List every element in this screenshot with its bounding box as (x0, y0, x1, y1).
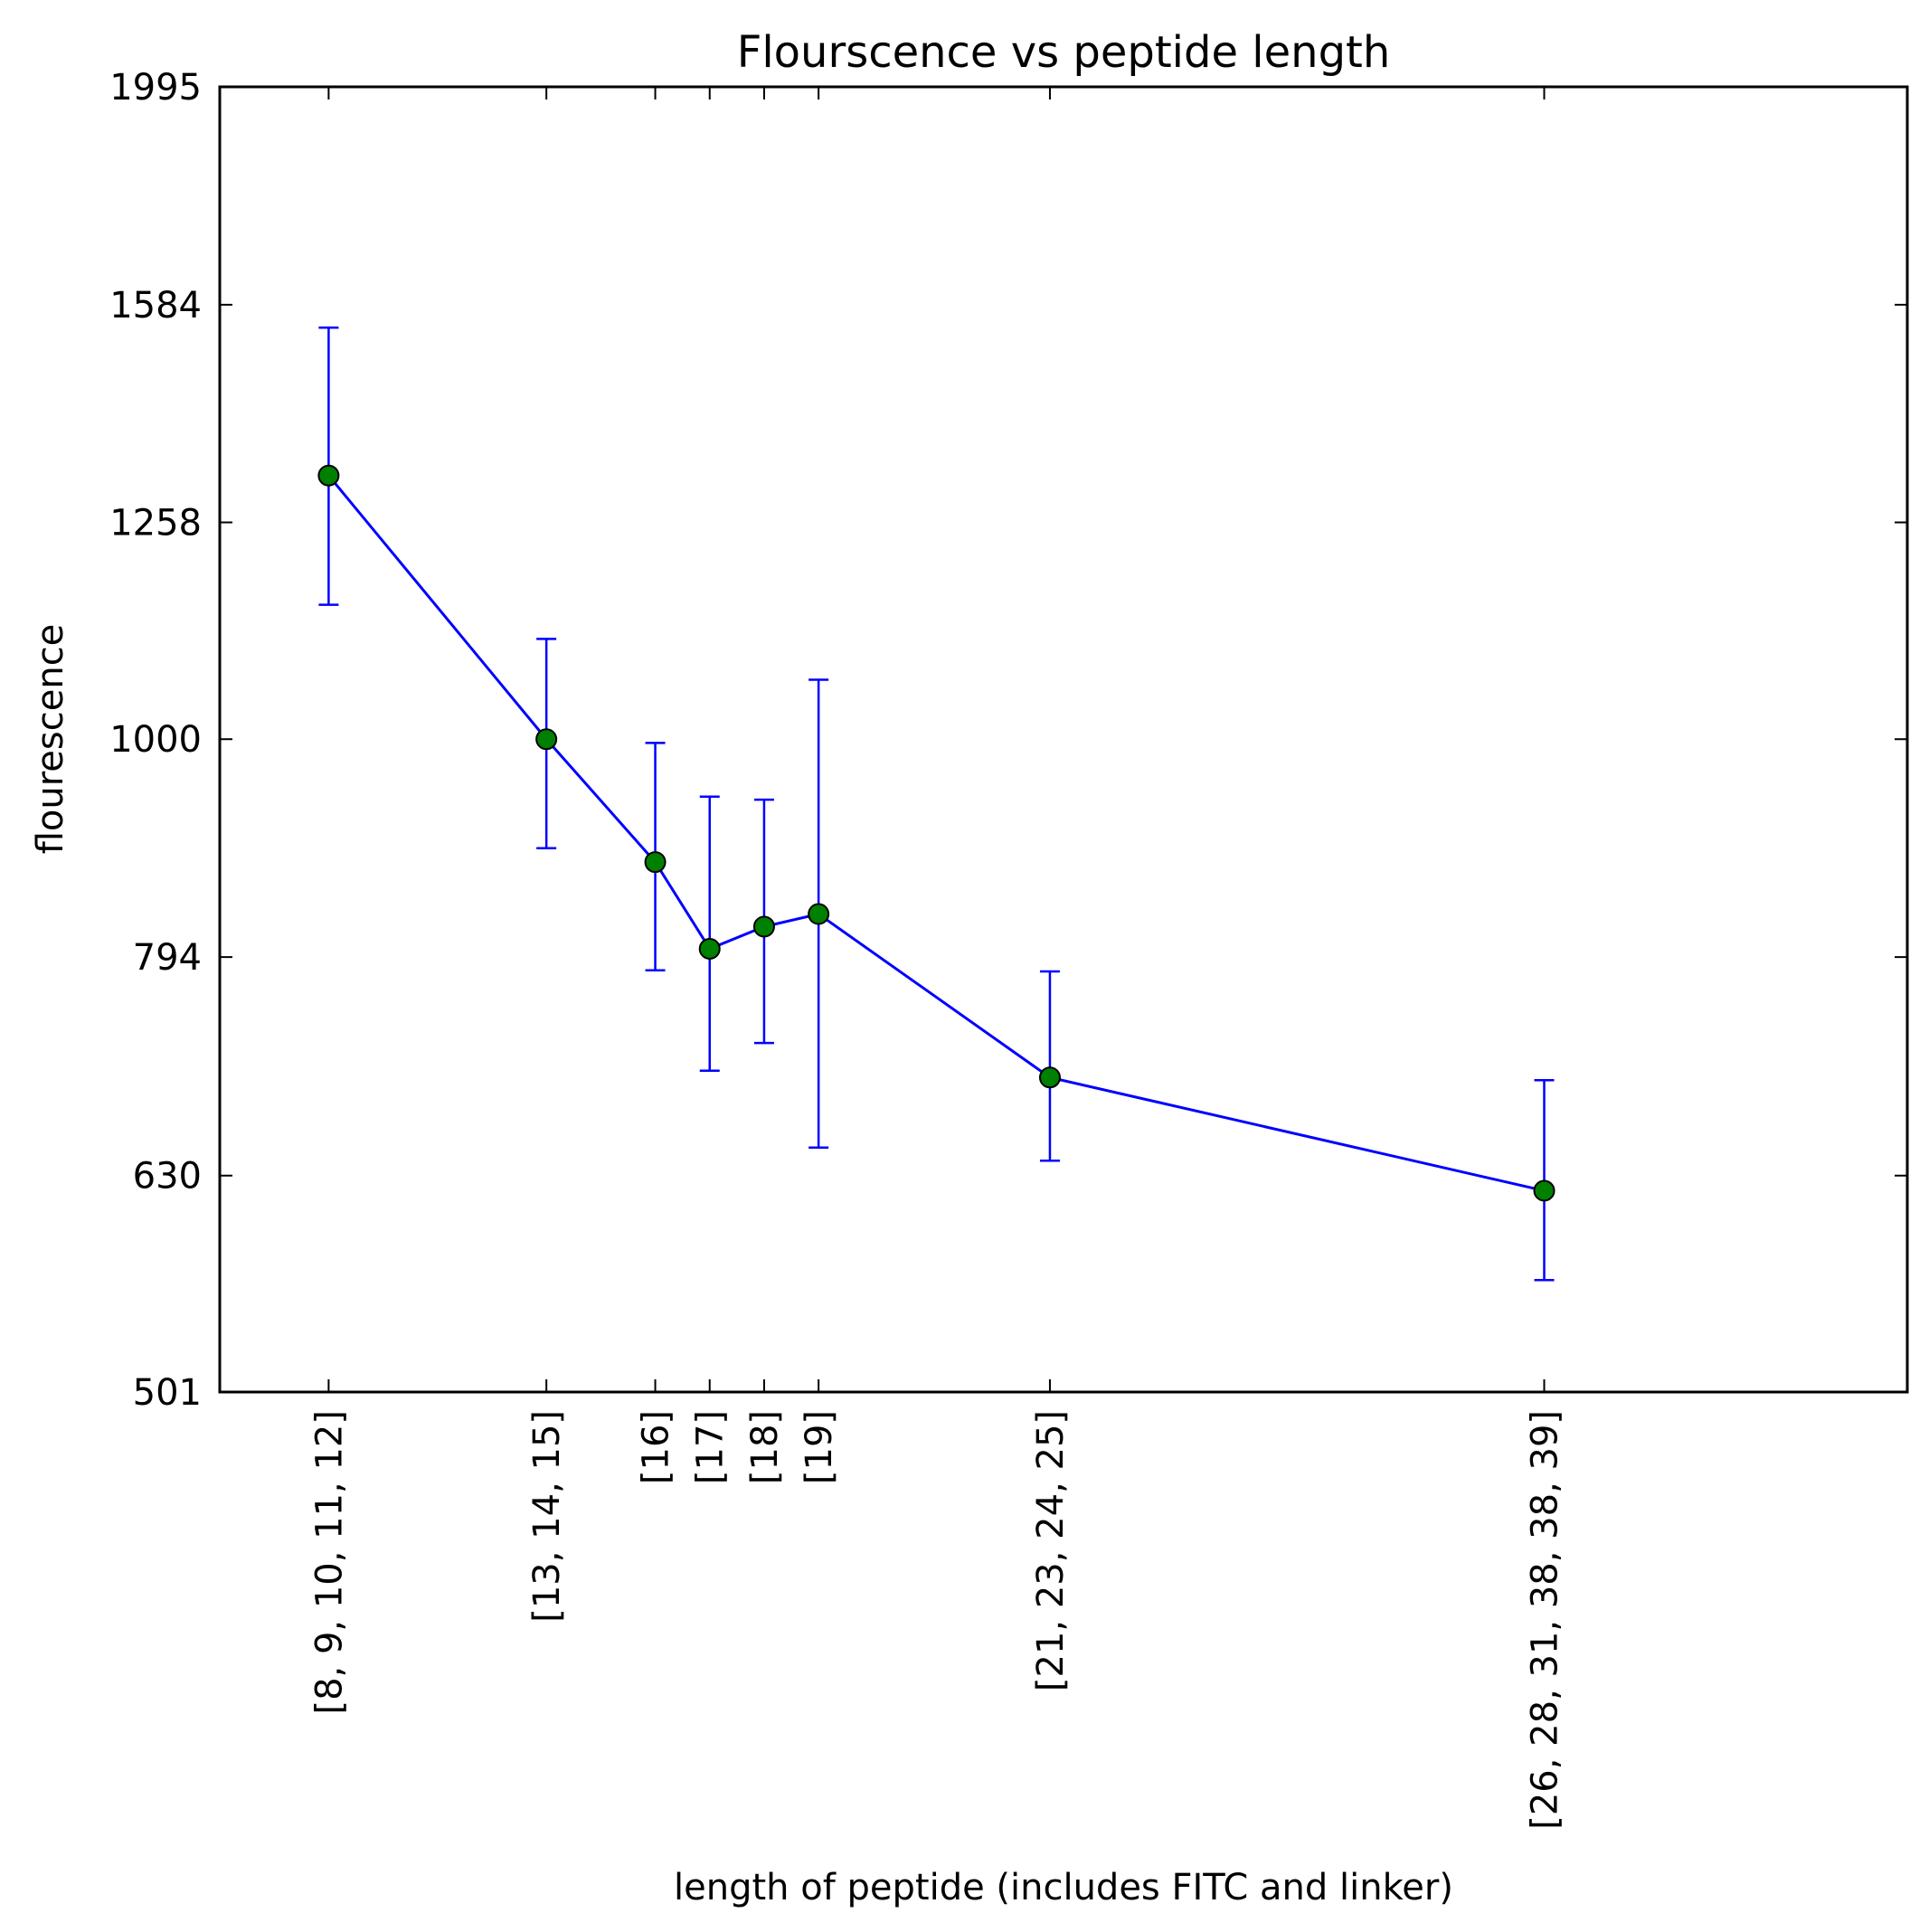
data-point (1038, 1066, 1061, 1089)
data-point (752, 915, 775, 938)
x-tick-label: [8, 9, 10, 11, 12] (308, 1410, 350, 1715)
x-tick-label: [26, 28, 31, 38, 38, 39] (1525, 1410, 1566, 1830)
data-point (1533, 1179, 1555, 1202)
chart-title: Flourscence vs peptide length (737, 27, 1391, 78)
x-tick-label: [18] (744, 1410, 786, 1484)
y-tick-label: 1995 (109, 67, 202, 109)
data-point (808, 903, 830, 925)
data-markers (317, 464, 1555, 1202)
x-axis-title: length of peptide (includes FITC and lin… (674, 1867, 1453, 1908)
y-axis: 501 630 794 1000 1258 1584 1995 (109, 67, 1907, 1414)
data-point (698, 937, 721, 960)
y-tick-label: 1000 (109, 719, 202, 761)
data-point (644, 851, 667, 874)
x-tick-label: [19] (799, 1410, 840, 1484)
x-axis: [8, 9, 10, 11, 12] [13, 14, 15] [16] [17] [1… (308, 87, 1566, 1830)
y-tick-label: 630 (133, 1156, 202, 1198)
y-tick-label: 1258 (109, 503, 202, 545)
y-tick-label: 794 (133, 937, 202, 979)
x-tick-label: [13, 14, 15] (526, 1410, 568, 1623)
series-line (327, 474, 1545, 1192)
x-tick-label: [16] (636, 1410, 677, 1484)
data-point (535, 728, 558, 751)
x-tick-label: [17] (690, 1410, 732, 1484)
y-tick-label: 501 (133, 1372, 202, 1414)
y-tick-label: 1584 (109, 285, 202, 327)
x-tick-label: [21, 23, 24, 25] (1030, 1410, 1072, 1691)
data-point (317, 464, 340, 487)
y-axis-title: flourescence (30, 624, 71, 855)
series-lines (327, 474, 1545, 1192)
